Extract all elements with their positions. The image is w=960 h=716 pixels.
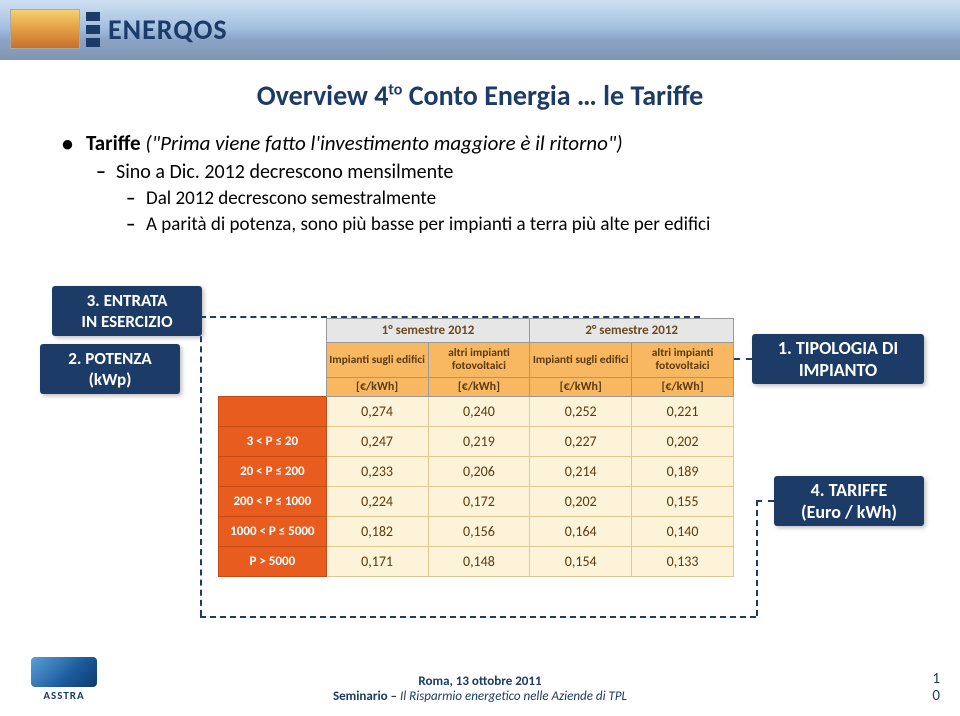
dashed-line	[756, 500, 758, 616]
footer-line1: Roma, 13 ottobre 2011	[0, 674, 960, 689]
value-cell: 0,172	[428, 487, 530, 517]
value-cell: 0,155	[632, 487, 734, 517]
value-cell: 0,227	[530, 427, 632, 457]
footer-line2: Seminario – Il Risparmio energetico nell…	[0, 689, 960, 704]
table-row: 3 < P ≤ 20 0,247 0,219 0,227 0,202	[219, 427, 734, 457]
footer-line2-italic: Il Risparmio energetico nelle Aziende di…	[400, 689, 627, 704]
bullet-1: Tariffe ("Prima viene fatto l'investimen…	[62, 130, 902, 156]
table-row: P > 5000 0,171 0,148 0,154 0,133	[219, 547, 734, 577]
unit-2: [€/kWh]	[428, 378, 530, 397]
col-altri-1: altri impianti fotovoltaici	[428, 343, 530, 378]
title-rest: Conto Energia … le Tariffe	[402, 78, 703, 113]
sem1-header: 1° semestre 2012	[326, 319, 530, 343]
page-number-b: 0	[932, 688, 940, 705]
page-number: 1 0	[932, 671, 940, 704]
value-cell: 0,274	[326, 397, 428, 427]
footer-text: Roma, 13 ottobre 2011 Seminario – Il Ris…	[0, 674, 960, 704]
value-cell: 0,224	[326, 487, 428, 517]
table-row: 1000 < P ≤ 5000 0,182 0,156 0,164 0,140	[219, 517, 734, 547]
value-cell: 0,148	[428, 547, 530, 577]
col-altri-2: altri impianti fotovoltaici	[632, 343, 734, 378]
sem2-header: 2° semestre 2012	[530, 319, 734, 343]
bullet-3a: Dal 2012 decrescono semestralmente	[62, 187, 902, 210]
value-cell: 0,214	[530, 457, 632, 487]
header: ENERQOS	[0, 0, 960, 60]
range-cell: 1000 < P ≤ 5000	[219, 517, 327, 547]
table-unit-row: [€/kWh] [€/kWh] [€/kWh] [€/kWh]	[219, 378, 734, 397]
logo-gradient-icon	[10, 9, 80, 49]
page-title: Overview 4to Conto Energia … le Tariffe	[0, 78, 960, 113]
table-row: 0,274 0,240 0,252 0,221	[219, 397, 734, 427]
callout-tariffe: 4. TARIFFE (Euro / kWh)	[774, 476, 924, 526]
value-cell: 0,171	[326, 547, 428, 577]
table-row: 200 < P ≤ 1000 0,224 0,172 0,202 0,155	[219, 487, 734, 517]
title-sup: to	[388, 81, 402, 100]
logo: ENERQOS	[10, 6, 228, 52]
col-impianti-2: Impianti sugli edifici	[530, 343, 632, 378]
content: Tariffe ("Prima viene fatto l'investimen…	[62, 130, 902, 239]
callout-entrata: 3. ENTRATA IN ESERCIZIO	[52, 286, 202, 336]
value-cell: 0,240	[428, 397, 530, 427]
bullet-1-strong: Tariffe	[86, 130, 145, 156]
value-cell: 0,140	[632, 517, 734, 547]
value-cell: 0,233	[326, 457, 428, 487]
slide: ENERQOS Overview 4to Conto Energia … le …	[0, 0, 960, 716]
value-cell: 0,182	[326, 517, 428, 547]
page-number-a: 1	[932, 671, 940, 688]
logo-bars-icon	[86, 12, 100, 47]
unit-1: [€/kWh]	[326, 378, 428, 397]
dashed-line	[200, 316, 202, 616]
logo-text: ENERQOS	[108, 12, 228, 47]
dashed-line	[756, 500, 774, 502]
unit-3: [€/kWh]	[530, 378, 632, 397]
callout-potenza: 2. POTENZA (kWp)	[40, 344, 180, 394]
value-cell: 0,202	[632, 427, 734, 457]
title-prefix: Overview 4	[257, 78, 389, 113]
dashed-line	[200, 616, 756, 618]
value-cell: 0,154	[530, 547, 632, 577]
unit-4: [€/kWh]	[632, 378, 734, 397]
table-semester-row: 1° semestre 2012 2° semestre 2012	[219, 319, 734, 343]
range-cell: P > 5000	[219, 547, 327, 577]
value-cell: 0,133	[632, 547, 734, 577]
table-header-row: Impianti sugli edifici altri impianti fo…	[219, 343, 734, 378]
range-cell: 200 < P ≤ 1000	[219, 487, 327, 517]
tariff-table-body: 0,274 0,240 0,252 0,221 3 < P ≤ 20 0,247…	[219, 397, 734, 577]
callout-tipologia: 1. TIPOLOGIA DI IMPIANTO	[752, 334, 924, 384]
range-cell: 20 < P ≤ 200	[219, 457, 327, 487]
value-cell: 0,206	[428, 457, 530, 487]
value-cell: 0,202	[530, 487, 632, 517]
value-cell: 0,189	[632, 457, 734, 487]
footer-line2-prefix: Seminario –	[333, 689, 400, 704]
value-cell: 0,252	[530, 397, 632, 427]
value-cell: 0,247	[326, 427, 428, 457]
value-cell: 0,221	[632, 397, 734, 427]
value-cell: 0,156	[428, 517, 530, 547]
range-cell: 3 < P ≤ 20	[219, 427, 327, 457]
col-impianti-1: Impianti sugli edifici	[326, 343, 428, 378]
value-cell: 0,219	[428, 427, 530, 457]
bullet-2a: Sino a Dic. 2012 decrescono mensilmente	[62, 160, 902, 184]
range-cell	[219, 397, 327, 427]
value-cell: 0,164	[530, 517, 632, 547]
table-row: 20 < P ≤ 200 0,233 0,206 0,214 0,189	[219, 457, 734, 487]
bullet-1-italic: ("Prima viene fatto l'investimento maggi…	[145, 130, 622, 156]
dashed-line	[734, 358, 752, 360]
bullet-3b: A parità di potenza, sono più basse per …	[62, 213, 902, 236]
tariff-table: 1° semestre 2012 2° semestre 2012 Impian…	[218, 318, 734, 577]
